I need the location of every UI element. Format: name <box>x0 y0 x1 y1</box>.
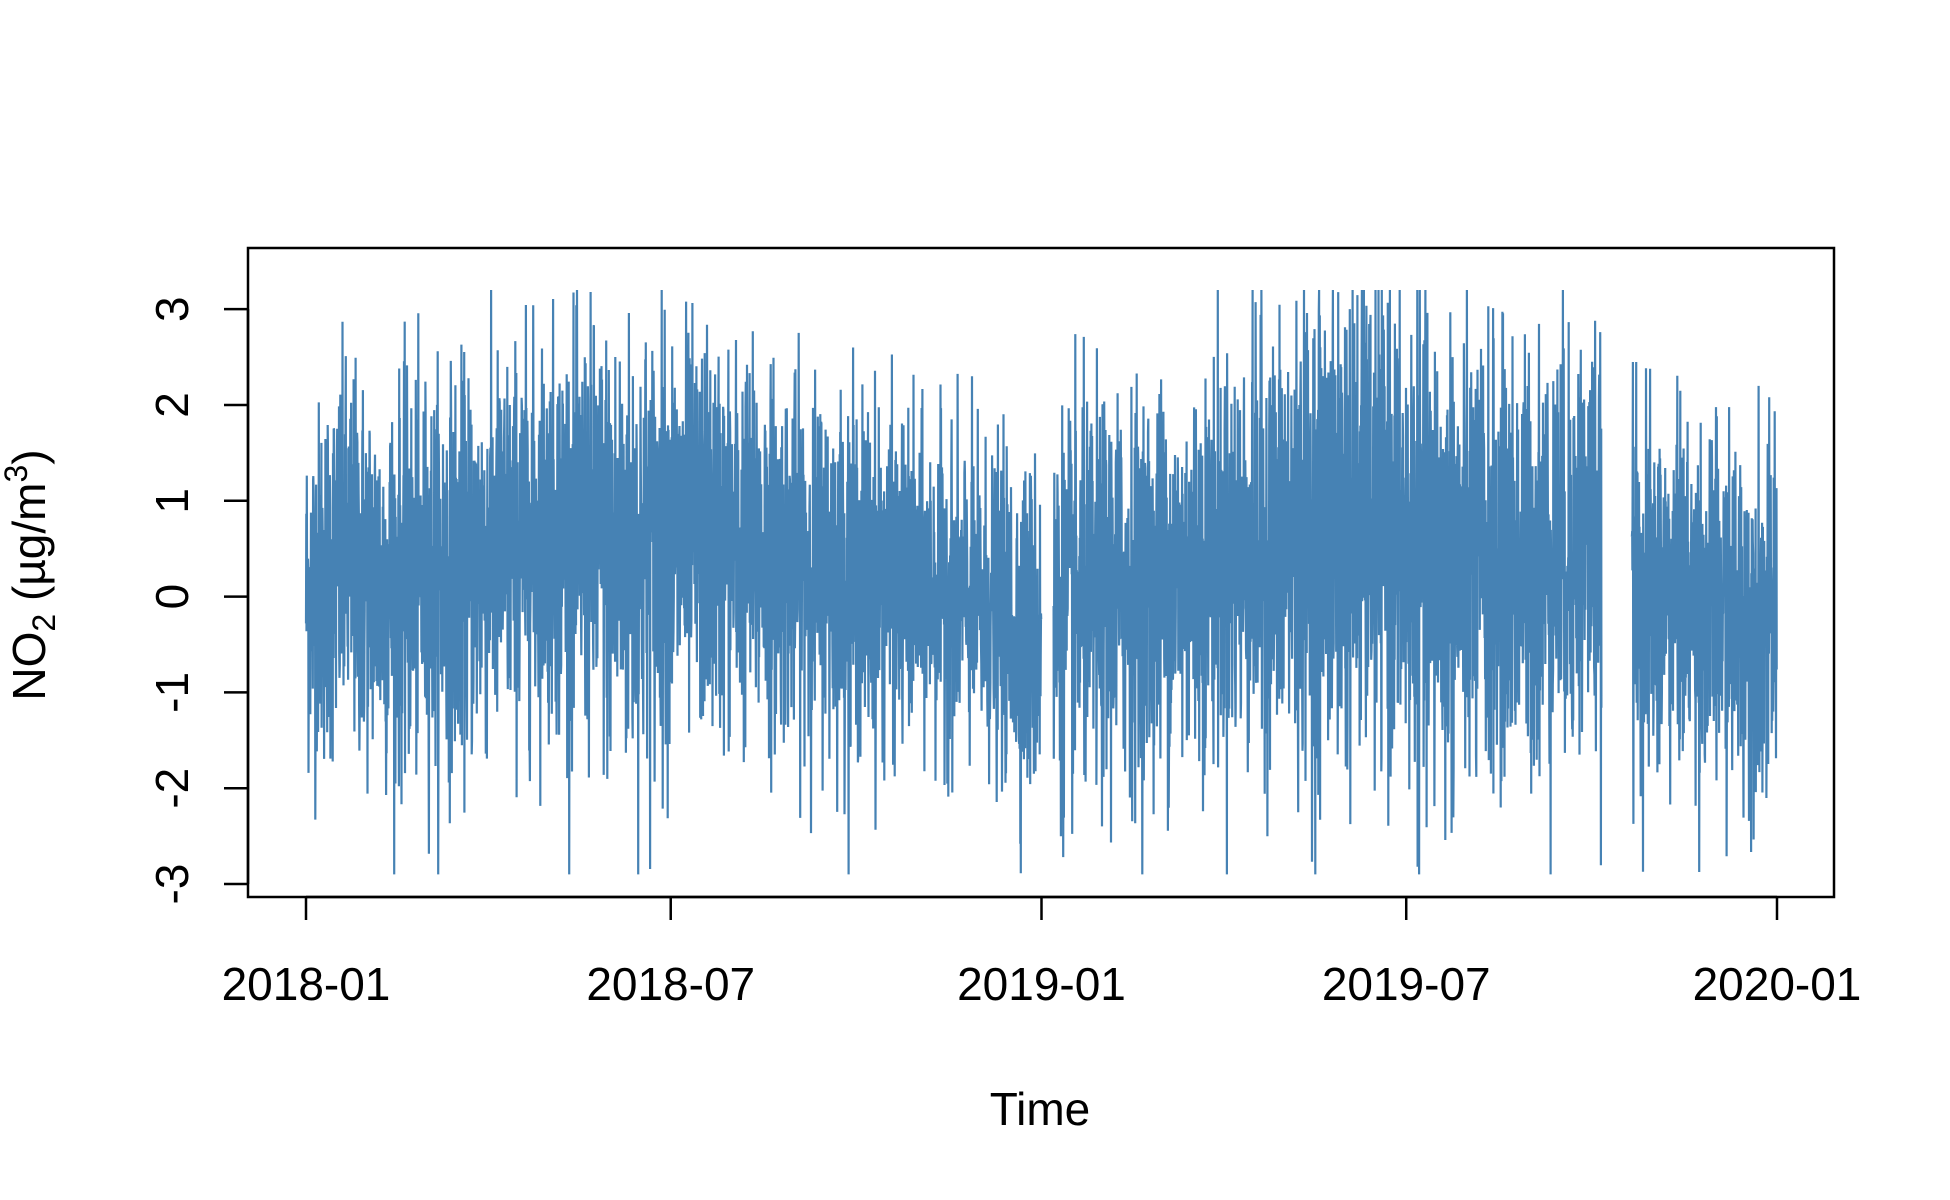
y-axis-label-main: NO <box>3 632 55 701</box>
y-tick-label: -2 <box>146 768 198 809</box>
y-axis-label-sup: 3 <box>0 465 34 483</box>
y-axis: -3 -2 -1 0 1 2 3 <box>146 296 250 905</box>
y-tick-label: 1 <box>146 488 198 514</box>
x-tick-label: 2018-07 <box>586 958 755 1010</box>
x-axis-label: Time <box>990 1083 1091 1135</box>
y-tick-label: 3 <box>146 296 198 322</box>
y-axis-label: NO2 (µg/m3) <box>0 449 62 700</box>
x-tick-label: 2018-01 <box>222 958 391 1010</box>
y-tick-label: -3 <box>146 864 198 905</box>
x-axis: 2018-01 2018-07 2019-01 2019-07 2020-01 <box>222 895 1862 1010</box>
y-tick-label: -1 <box>146 672 198 713</box>
y-tick-label: 0 <box>146 584 198 610</box>
y-axis-label-sub: 2 <box>26 614 62 632</box>
x-tick-label: 2019-07 <box>1322 958 1491 1010</box>
x-tick-label: 2020-01 <box>1693 958 1862 1010</box>
series-layer <box>304 289 1778 875</box>
y-axis-label-units: (µg/m <box>3 483 55 614</box>
y-axis-label-close: ) <box>3 449 55 464</box>
x-tick-label: 2019-01 <box>957 958 1126 1010</box>
y-tick-label: 2 <box>146 392 198 418</box>
no2-series-line <box>304 289 1778 875</box>
